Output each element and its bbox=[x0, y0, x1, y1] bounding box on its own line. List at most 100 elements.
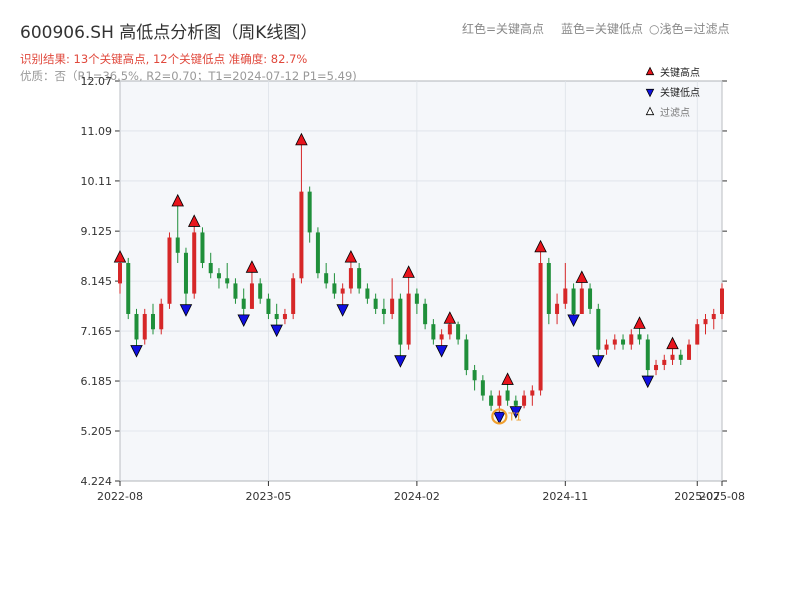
candle-body bbox=[687, 344, 692, 360]
candle-body bbox=[299, 191, 304, 279]
low-marker bbox=[394, 355, 407, 368]
high-marker bbox=[633, 316, 646, 329]
high-marker bbox=[113, 250, 127, 263]
candle-body bbox=[192, 232, 197, 294]
candle-body bbox=[447, 324, 452, 335]
legend-label: 过滤点 bbox=[660, 106, 690, 119]
candle-body bbox=[373, 298, 378, 309]
candle-body bbox=[357, 268, 362, 289]
subtitle: 识别结果: 13个关键高点, 12个关键低点 准确度: 82.7% bbox=[20, 52, 307, 66]
candle-body bbox=[258, 283, 263, 299]
candle-body bbox=[381, 308, 386, 314]
x-tick-label: 2024-11 bbox=[542, 490, 588, 503]
candle-body bbox=[324, 273, 329, 284]
candle-body bbox=[241, 298, 246, 309]
candle-body bbox=[464, 339, 469, 371]
candle-body bbox=[588, 288, 593, 309]
candle-body bbox=[439, 334, 444, 340]
candle-body bbox=[489, 395, 494, 406]
low-marker bbox=[493, 411, 506, 425]
low-marker bbox=[567, 314, 580, 327]
high-marker bbox=[666, 336, 679, 350]
x-tick-label: 2025-07 bbox=[674, 490, 720, 503]
candle-body bbox=[332, 283, 337, 294]
candle-body bbox=[629, 334, 634, 345]
annotation-circle bbox=[491, 408, 508, 425]
x-tick-label: 2022-08 bbox=[97, 490, 143, 503]
candle-body bbox=[150, 313, 155, 330]
low-marker bbox=[336, 304, 349, 317]
low-marker bbox=[641, 375, 655, 389]
candle-body bbox=[183, 252, 188, 294]
candle-body bbox=[398, 298, 403, 345]
candle-body bbox=[159, 303, 164, 330]
annotation-label: T1 bbox=[507, 410, 522, 423]
low-marker bbox=[179, 304, 193, 317]
high-marker bbox=[171, 193, 184, 207]
header-legend: ○浅色=过滤点 bbox=[649, 22, 730, 36]
high-marker bbox=[501, 372, 514, 385]
candle-body bbox=[612, 339, 617, 345]
legend-swatch bbox=[645, 66, 655, 76]
candle-body bbox=[555, 303, 560, 314]
candle-body bbox=[654, 364, 659, 371]
candle-body bbox=[266, 298, 271, 314]
y-tick-label: 7.165 bbox=[81, 325, 113, 338]
low-marker bbox=[130, 345, 143, 358]
candle-body bbox=[596, 308, 601, 350]
y-tick-label: 6.185 bbox=[81, 375, 113, 388]
candle-body bbox=[645, 339, 650, 371]
high-marker bbox=[295, 132, 308, 146]
y-tick-label: 12.07 bbox=[81, 75, 113, 88]
candle-body bbox=[579, 288, 584, 314]
y-tick-label: 8.145 bbox=[81, 275, 113, 288]
candle-body bbox=[703, 319, 708, 325]
candle-body bbox=[414, 293, 419, 304]
candle-body bbox=[142, 313, 147, 340]
high-marker bbox=[443, 311, 457, 324]
candle-body bbox=[167, 237, 172, 304]
candle-body bbox=[513, 400, 518, 406]
candle-body bbox=[340, 288, 345, 294]
candle-body bbox=[233, 283, 238, 299]
candle-body bbox=[200, 232, 205, 264]
x-tick-label: 2024-02 bbox=[394, 490, 440, 503]
candle-body bbox=[695, 324, 700, 345]
candle-body bbox=[472, 370, 477, 381]
candle-body bbox=[538, 263, 543, 391]
legend-swatch bbox=[645, 88, 655, 98]
header-legend: 蓝色=关键低点 bbox=[561, 22, 643, 36]
candle-body bbox=[670, 354, 675, 360]
low-marker bbox=[592, 355, 605, 368]
note: 优质：否（R1=36.5%, R2=0.70；T1=2024-07-12 P1=… bbox=[20, 69, 357, 83]
high-marker bbox=[245, 260, 259, 273]
candle-body bbox=[530, 390, 535, 396]
candle-body bbox=[662, 359, 667, 365]
low-marker bbox=[270, 324, 283, 338]
high-marker bbox=[187, 214, 201, 227]
candle-body bbox=[307, 191, 312, 233]
candle-body bbox=[637, 334, 642, 340]
legend-label: 关键低点 bbox=[660, 86, 700, 99]
candle-body bbox=[720, 288, 724, 314]
candle-body bbox=[390, 298, 395, 314]
header-legend: 红色=关键高点 bbox=[462, 21, 544, 36]
candle-body bbox=[678, 354, 683, 360]
candle-body bbox=[175, 237, 180, 253]
high-marker bbox=[344, 250, 358, 263]
low-marker bbox=[237, 314, 250, 327]
candle-body bbox=[505, 390, 510, 401]
candle-body bbox=[315, 232, 320, 274]
low-marker bbox=[435, 345, 448, 358]
candle-body bbox=[134, 313, 139, 340]
high-marker bbox=[402, 265, 415, 278]
candle-body bbox=[225, 278, 230, 284]
candle-body bbox=[480, 380, 485, 396]
candle-body bbox=[522, 395, 527, 406]
y-tick-label: 11.09 bbox=[81, 125, 113, 138]
candle-body bbox=[126, 263, 131, 314]
candle-body bbox=[208, 263, 213, 274]
candle-body bbox=[456, 324, 461, 340]
